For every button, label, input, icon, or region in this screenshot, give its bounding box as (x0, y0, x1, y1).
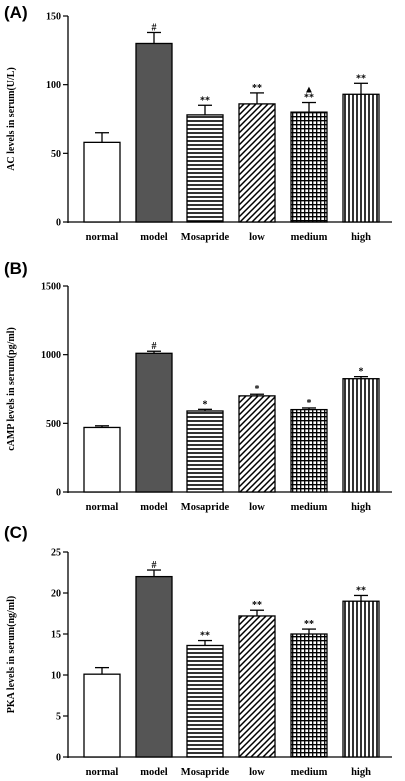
x-tick-label: low (249, 767, 265, 778)
significance-label: ** (252, 83, 262, 94)
x-tick-label: medium (291, 502, 328, 513)
y-tick-label: 1000 (41, 350, 61, 361)
y-tick-label: 500 (46, 419, 61, 430)
x-tick-label: medium (291, 232, 328, 243)
x-tick-label: model (140, 767, 167, 778)
panel-label: (C) (4, 523, 28, 542)
significance-label: ** (200, 631, 210, 642)
x-tick-label: medium (291, 767, 328, 778)
significance-label: # (152, 341, 157, 352)
y-tick-label: 100 (46, 80, 61, 91)
chart-panel-2: (B) cAMP levels in serum(pg/ml) 0 500 1000 15… (4, 259, 392, 513)
y-axis-label: cAMP levels in serum(pg/ml) (6, 327, 17, 451)
x-tick-label: Mosapride (181, 767, 230, 778)
significance-label: ** (252, 600, 262, 611)
y-tick-label: 0 (56, 488, 61, 499)
bar-low (238, 103, 276, 223)
x-tick-label: normal (86, 232, 119, 243)
x-tick-label: Mosapride (181, 502, 230, 513)
y-tick-label: 20 (51, 589, 61, 600)
x-tick-label: high (351, 232, 371, 243)
bar-model (135, 42, 173, 223)
x-tick-label: normal (86, 767, 119, 778)
panel-label: (A) (4, 3, 28, 22)
chart-panel-1: (A) AC levels in serum(U/L) 0 50 100 150 norma… (4, 3, 392, 243)
y-tick-label: 25 (51, 548, 61, 559)
significance-label: ** (200, 95, 210, 106)
significance-label: ** (304, 619, 314, 630)
y-tick-label: 15 (51, 630, 61, 641)
bar-normal (83, 673, 121, 758)
bar-high (342, 378, 380, 493)
y-tick-label: 0 (56, 218, 61, 229)
significance-label: ** (356, 73, 366, 84)
significance-label: ** (356, 585, 366, 596)
bar-Mosapride (186, 644, 224, 758)
significance-label: ** (304, 93, 314, 104)
bar-normal (83, 141, 121, 223)
bar-normal (83, 426, 121, 493)
bar-low (238, 395, 276, 493)
y-tick-label: 50 (51, 149, 61, 160)
panel-label: (B) (4, 259, 28, 278)
y-tick-label: 150 (46, 12, 61, 23)
x-tick-label: low (249, 502, 265, 513)
bar-Mosapride (186, 410, 224, 493)
x-tick-label: model (140, 232, 167, 243)
y-axis-label: AC levels in serum(U/L) (6, 67, 17, 171)
x-tick-label: normal (86, 502, 119, 513)
bar-Mosapride (186, 114, 224, 223)
chart-panel-3: (C) PKA levels in serum(ng/ml) 0 5 10 15 20 25 n… (4, 523, 392, 778)
x-tick-label: low (249, 232, 265, 243)
significance-label: # (152, 22, 157, 33)
significance-label: * (359, 367, 364, 378)
x-tick-label: high (351, 767, 371, 778)
y-tick-label: 5 (56, 712, 61, 723)
significance-label: ▲ (304, 85, 314, 96)
bar-low (238, 615, 276, 758)
x-tick-label: high (351, 502, 371, 513)
y-tick-label: 0 (56, 753, 61, 764)
y-tick-label: 1500 (41, 282, 61, 293)
bar-high (342, 600, 380, 758)
significance-label: * (307, 398, 312, 409)
y-tick-label: 10 (51, 671, 61, 682)
y-axis-label: PKA levels in serum(ng/ml) (6, 596, 17, 714)
x-tick-label: model (140, 502, 167, 513)
significance-label: * (203, 399, 208, 410)
bar-medium (290, 111, 328, 223)
x-tick-label: Mosapride (181, 232, 230, 243)
bar-medium (290, 633, 328, 758)
bar-medium (290, 408, 328, 493)
bar-high (342, 93, 380, 223)
bar-model (135, 352, 173, 493)
significance-label: # (152, 560, 157, 571)
bar-model (135, 575, 173, 758)
significance-label: * (255, 384, 260, 395)
